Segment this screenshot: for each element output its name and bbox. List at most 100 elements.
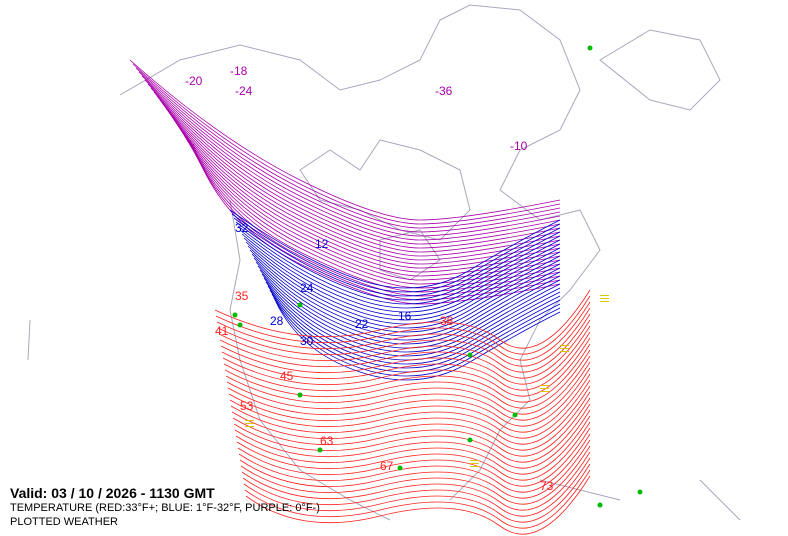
contour-label: -18 [230, 64, 248, 78]
frigid-isotherm [186, 135, 561, 297]
fog-symbol [600, 295, 609, 296]
frigid-isotherm [168, 111, 561, 273]
warm-isotherm [234, 409, 591, 469]
temperature-legend: TEMPERATURE (RED:33°F+; BLUE: 1°F-32°F, … [10, 502, 320, 514]
frigid-isotherm [180, 127, 561, 289]
warm-isotherm [231, 391, 591, 451]
cold-isotherm [243, 237, 561, 317]
warm-isotherm [229, 379, 591, 439]
rain-symbol [512, 412, 518, 418]
contours-cold [229, 209, 561, 381]
rain-symbol [597, 502, 603, 508]
frigid-isotherm [147, 83, 561, 245]
fog-symbol [560, 345, 569, 346]
cold-isotherm [255, 261, 561, 341]
fog-symbol [560, 348, 569, 349]
warm-isotherm [235, 415, 591, 475]
cold-isotherm [229, 209, 561, 289]
frigid-isotherm [165, 107, 561, 269]
fog-symbol [470, 463, 479, 464]
fog-symbol [245, 426, 254, 427]
rain-symbol [467, 437, 473, 443]
warm-isotherm [215, 295, 591, 355]
fog-symbol [540, 388, 549, 389]
contour-label: 12 [315, 237, 329, 251]
cold-isotherm [267, 285, 561, 365]
warm-isotherm [218, 313, 591, 373]
warm-isotherm [228, 373, 591, 433]
contour-label: 24 [300, 281, 314, 295]
warm-isotherm [243, 463, 591, 523]
cold-isotherm [261, 273, 561, 353]
rain-symbol [397, 465, 403, 471]
warm-isotherm [220, 325, 591, 385]
contour-label: -24 [235, 84, 253, 98]
cold-isotherm [245, 241, 561, 321]
frigid-isotherm [174, 119, 561, 281]
contour-label: 53 [240, 399, 254, 413]
cold-isotherm [251, 253, 561, 333]
fog-symbol [470, 460, 479, 461]
frigid-isotherm [177, 123, 561, 285]
frigid-isotherm [138, 71, 561, 233]
cold-isotherm [273, 297, 561, 377]
frigid-isotherm [183, 131, 561, 293]
fog-symbol [560, 351, 569, 352]
contour-label: 30 [300, 334, 314, 348]
contour-label: 41 [215, 324, 229, 338]
contours-frigid [129, 59, 561, 305]
warm-isotherm [238, 433, 591, 493]
warm-isotherm [242, 457, 591, 517]
legend: Valid: 03 / 10 / 2026 - 1130 GMT TEMPERA… [10, 485, 320, 529]
contour-label: -10 [510, 139, 528, 153]
frigid-isotherm [153, 91, 561, 253]
warm-isotherm [241, 451, 591, 511]
warm-isotherm [224, 349, 591, 409]
contours-warm [214, 289, 591, 535]
contour-label: -36 [435, 84, 453, 98]
cold-isotherm [249, 249, 561, 329]
weather-legend: PLOTTED WEATHER [10, 516, 118, 528]
rain-symbol [587, 45, 593, 51]
cold-isotherm [237, 225, 561, 305]
fog-symbol [600, 301, 609, 302]
warm-isotherm [244, 469, 591, 529]
contour-label: 32 [235, 221, 249, 235]
frigid-isotherm [150, 87, 561, 249]
rain-symbol [297, 392, 303, 398]
warm-isotherm [219, 319, 591, 379]
warm-isotherm [236, 421, 591, 481]
warm-isotherm [214, 289, 591, 349]
fog-symbol [540, 385, 549, 386]
contour-label: 28 [270, 314, 284, 328]
frigid-isotherm [144, 79, 561, 241]
fog-symbol [245, 420, 254, 421]
contour-label: 67 [380, 459, 394, 473]
cold-isotherm [233, 217, 561, 297]
cold-isotherm [235, 221, 561, 301]
rain-symbol [237, 322, 243, 328]
frigid-isotherm [132, 63, 561, 225]
valid-time: Valid: 03 / 10 / 2026 - 1130 GMT [10, 485, 215, 501]
frigid-isotherm [162, 103, 561, 265]
fog-symbol [600, 298, 609, 299]
frigid-isotherm [135, 67, 561, 229]
warm-isotherm [217, 307, 591, 367]
contour-label: 38 [440, 314, 454, 328]
cold-isotherm [231, 213, 561, 293]
frigid-isotherm [129, 59, 561, 221]
contour-label: 63 [320, 434, 334, 448]
frigid-isotherm [159, 99, 561, 261]
warm-isotherm [225, 355, 591, 415]
warm-isotherm [245, 475, 591, 535]
contour-label: 35 [235, 289, 249, 303]
warm-isotherm [237, 427, 591, 487]
frigid-isotherm [156, 95, 561, 257]
frigid-isotherm [192, 143, 561, 305]
contour-label: 73 [540, 479, 554, 493]
rain-symbol [317, 447, 323, 453]
warm-isotherm [239, 439, 591, 499]
warm-isotherm [233, 403, 591, 463]
cold-isotherm [239, 229, 561, 309]
